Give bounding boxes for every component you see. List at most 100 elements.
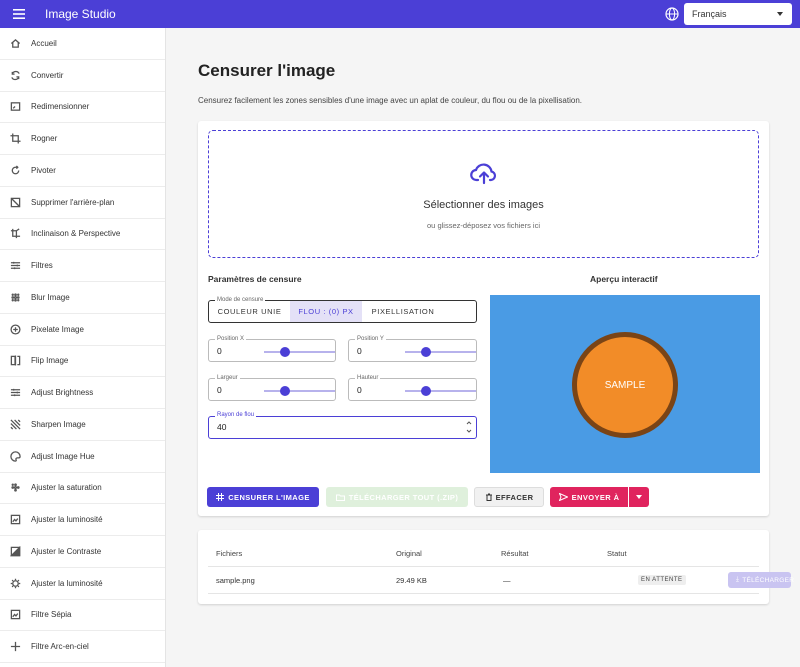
height-slider-track xyxy=(405,390,476,392)
sliders-icon xyxy=(9,260,21,272)
sidebar-item-rogner[interactable]: Rogner xyxy=(0,123,165,155)
col-header-original: Original xyxy=(396,549,422,558)
preview-sample-text: SAMPLE xyxy=(604,379,646,391)
status-badge: EN ATTENTE xyxy=(638,575,686,585)
send-to-button[interactable]: ENVOYER À xyxy=(550,487,628,507)
upload-subtitle: ou glissez-déposez vos fichiers ici xyxy=(427,221,540,230)
sidebar-item-filtres[interactable]: Filtres xyxy=(0,250,165,282)
sidebar-item-hue[interactable]: Adjust Image Hue xyxy=(0,441,165,473)
sidebar-item-label: Accueil xyxy=(31,38,57,48)
sidebar-item-label: Filtre Arc-en-ciel xyxy=(31,642,89,652)
sidebar-item-sharpen[interactable]: Sharpen Image xyxy=(0,409,165,441)
sidebar-item-brightness[interactable]: Adjust Brightness xyxy=(0,377,165,409)
interactive-preview[interactable]: SAMPLE xyxy=(490,295,760,473)
cloud-upload-icon xyxy=(470,163,497,185)
folder-icon xyxy=(335,494,345,501)
censor-image-button[interactable]: CENSURER L'IMAGE xyxy=(207,487,319,507)
top-app-bar: Image Studio Français xyxy=(0,0,800,28)
sidebar-item-label: Filtre Sépia xyxy=(31,610,72,620)
pixelate-icon xyxy=(9,323,21,335)
sidebar-item-inclinaison[interactable]: Inclinaison & Perspective xyxy=(0,219,165,251)
mode-solid-color-button[interactable]: COULEUR UNIE xyxy=(217,307,282,316)
clear-label: EFFACER xyxy=(495,492,534,502)
row-divider xyxy=(208,593,759,594)
sidebar-item-convertir[interactable]: Convertir xyxy=(0,60,165,92)
send-icon xyxy=(558,493,568,501)
width-slider-track xyxy=(264,390,335,392)
censor-card: Sélectionner des images ou glissez-dépos… xyxy=(198,121,769,516)
sidebar-item-sepia[interactable]: Filtre Sépia xyxy=(0,600,165,632)
position-x-label: Position X xyxy=(215,336,247,343)
file-result: — xyxy=(503,576,511,585)
sidebar-item-redimensionner[interactable]: Redimensionner xyxy=(0,92,165,124)
sidebar-item-flip[interactable]: Flip Image xyxy=(0,346,165,378)
position-y-slider-track xyxy=(405,351,476,353)
menu-icon[interactable] xyxy=(11,6,27,22)
sidebar-item-label: Adjust Brightness xyxy=(31,388,94,398)
sidebar-item-luminosite[interactable]: Ajuster la luminosité xyxy=(0,504,165,536)
download-file-button[interactable]: ⤓ TÉLÉCHARGER xyxy=(728,572,795,588)
blur-icon xyxy=(9,291,21,303)
censor-mode-legend: Mode de censure xyxy=(215,297,266,304)
height-value: 0 xyxy=(357,385,362,395)
palette-icon xyxy=(9,450,21,462)
col-header-result: Résultat xyxy=(501,549,529,558)
language-value: Français xyxy=(692,9,727,19)
grid-icon xyxy=(216,493,225,501)
sidebar-item-contraste[interactable]: Ajuster le Contraste xyxy=(0,536,165,568)
home-icon xyxy=(9,37,21,49)
contrast-icon xyxy=(9,545,21,557)
height-slider[interactable] xyxy=(421,386,432,396)
refresh-icon xyxy=(9,69,21,81)
width-slider[interactable] xyxy=(280,386,291,396)
sidebar-item-saturation[interactable]: Ajuster la saturation xyxy=(0,473,165,505)
censor-mode-toggle: Mode de censure COULEUR UNIE FLOU : (0) … xyxy=(208,297,477,323)
chevron-down-icon xyxy=(777,12,783,16)
sidebar-item-label: Rogner xyxy=(31,134,58,144)
height-field[interactable]: Hauteur 0 xyxy=(348,375,477,401)
sidebar-item-pivoter[interactable]: Pivoter xyxy=(0,155,165,187)
perspective-icon xyxy=(9,228,21,240)
mode-pixelate-button[interactable]: PIXELLISATION xyxy=(371,307,435,316)
position-y-label: Position Y xyxy=(355,336,386,343)
sidebar-item-label: Convertir xyxy=(31,70,64,80)
sidebar-item-blur[interactable]: Blur Image xyxy=(0,282,165,314)
sidebar-item-supprimer-arriere-plan[interactable]: Supprimer l'arrière-plan xyxy=(0,187,165,219)
clear-button[interactable]: EFFACER xyxy=(474,487,544,507)
rotate-icon xyxy=(9,164,21,176)
sidebar-item-label: Ajuster la luminosité xyxy=(31,515,103,525)
sidebar-item-label: Ajuster le Contraste xyxy=(31,546,102,556)
blur-radius-input[interactable]: Rayon de flou 40 xyxy=(208,412,477,439)
language-select[interactable]: Français xyxy=(684,3,792,25)
sidebar-item-arc-en-ciel[interactable]: Filtre Arc-en-ciel xyxy=(0,631,165,663)
mode-blur-button[interactable]: FLOU : (0) PX xyxy=(290,301,362,322)
globe-icon xyxy=(665,7,679,21)
blur-radius-value: 40 xyxy=(217,422,227,432)
download-all-label: TÉLÉCHARGER TOUT (.ZIP) xyxy=(348,492,459,502)
position-y-slider[interactable] xyxy=(421,347,432,357)
position-x-slider[interactable] xyxy=(280,347,291,357)
luminosity-icon xyxy=(9,514,21,526)
download-all-button[interactable]: TÉLÉCHARGER TOUT (.ZIP) xyxy=(326,487,468,507)
preview-title: Aperçu interactif xyxy=(590,274,658,284)
upload-dropzone[interactable]: Sélectionner des images ou glissez-dépos… xyxy=(208,130,759,258)
page-description: Censurez facilement les zones sensibles … xyxy=(198,96,582,105)
send-to-menu-button[interactable] xyxy=(629,487,649,507)
position-x-value: 0 xyxy=(217,346,222,356)
sidebar-item-pixelate[interactable]: Pixelate Image xyxy=(0,314,165,346)
plus-icon xyxy=(9,641,21,653)
sidebar-item-accueil[interactable]: Accueil xyxy=(0,28,165,60)
position-x-field[interactable]: Position X 0 xyxy=(208,336,336,362)
crop-icon xyxy=(9,133,21,145)
upload-title: Sélectionner des images xyxy=(423,199,544,211)
send-to-label: ENVOYER À xyxy=(571,492,620,502)
download-file-label: TÉLÉCHARGER xyxy=(742,576,795,584)
position-y-value: 0 xyxy=(357,346,362,356)
download-icon: ⤓ xyxy=(736,576,740,583)
spinner-icon[interactable] xyxy=(466,420,472,434)
width-field[interactable]: Largeur 0 xyxy=(208,375,336,401)
resize-icon xyxy=(9,101,21,113)
position-y-field[interactable]: Position Y 0 xyxy=(348,336,477,362)
blur-radius-label: Rayon de flou xyxy=(215,412,257,419)
sidebar-item-luminosite-2[interactable]: Ajuster la luminosité xyxy=(0,568,165,600)
